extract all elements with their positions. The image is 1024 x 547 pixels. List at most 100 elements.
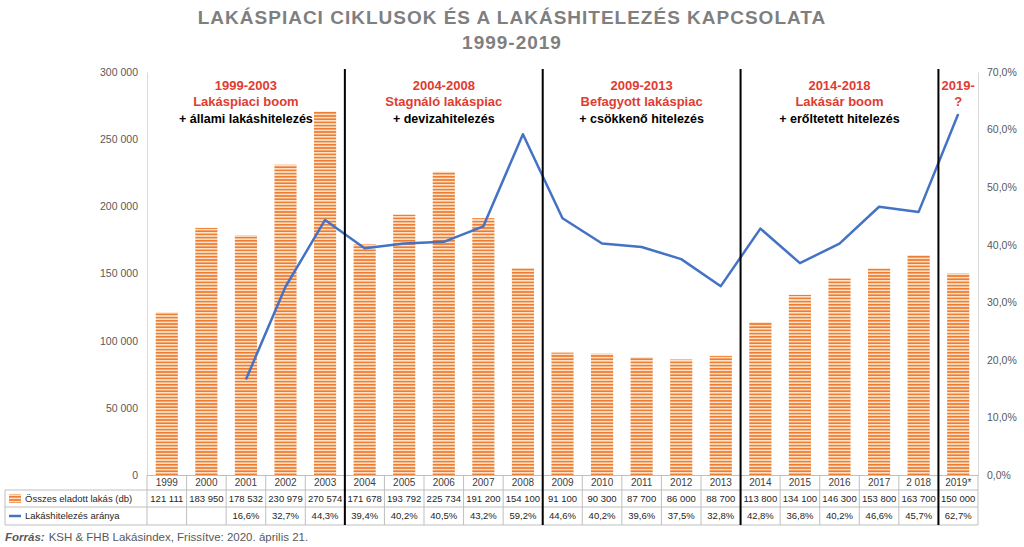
tick-label: 250 000 <box>100 133 138 145</box>
data-label: 40,2% <box>391 510 418 521</box>
bar <box>195 228 217 475</box>
data-table <box>5 475 978 525</box>
tick: 100 000 <box>100 335 147 347</box>
bar <box>710 356 732 475</box>
period-separator <box>740 69 742 525</box>
table-rule <box>701 475 702 525</box>
table-rule <box>5 490 6 525</box>
tick-label: 2009 <box>551 477 574 488</box>
period-note: + erőltetett hitelezés <box>779 112 900 126</box>
bar <box>631 357 653 475</box>
table-rule <box>661 475 662 525</box>
bar <box>868 268 890 475</box>
source-text: KSH & FHB Lakásindex, Frissítve: 2020. á… <box>49 531 309 543</box>
line <box>246 114 958 379</box>
data-label: 59,2% <box>509 510 536 521</box>
source-label: Forrás: <box>5 531 45 543</box>
data-label: 16,6% <box>232 510 259 521</box>
data-label: 121 111 <box>150 493 183 504</box>
tick-label: 2013 <box>710 477 733 488</box>
data-labels: 121 111183 950178 532230 979270 574171 6… <box>150 493 975 522</box>
tick: 200 000 <box>100 200 147 212</box>
tick-label: 2006 <box>433 477 456 488</box>
tick-label: 2010 <box>591 477 614 488</box>
legend-label: Lakáshitelezés aránya <box>25 510 120 521</box>
table-rule <box>463 475 464 525</box>
tick-label: 2002 <box>274 477 297 488</box>
tick-label: 70,0% <box>987 66 1017 78</box>
tick-label: 100 000 <box>100 335 138 347</box>
tick: 0 <box>132 469 147 481</box>
data-label: 37,5% <box>668 510 695 521</box>
tick: 2017 <box>868 475 891 488</box>
bar <box>789 295 811 475</box>
table-rule <box>582 475 583 525</box>
tick: 2002 <box>274 475 297 488</box>
data-label: 146 300 <box>822 493 856 504</box>
chart: LAKÁSPIACI CIKLUSOK ÉS A LAKÁSHITELEZÉS … <box>0 0 1024 547</box>
tick: 40,0% <box>978 239 1017 251</box>
period-note: + devizahitelezés <box>393 112 495 126</box>
tick: 1999 <box>156 475 179 488</box>
period-separator <box>937 69 939 525</box>
bar <box>551 353 573 475</box>
table-rule <box>384 475 385 525</box>
data-label: 32,7% <box>272 510 299 521</box>
tick: 2019* <box>945 475 971 488</box>
period-separator <box>542 69 544 525</box>
tick: 2011 <box>631 475 653 488</box>
tick-label: 1999 <box>156 477 179 488</box>
subtitle: 1999-2019 <box>462 32 562 53</box>
period-years: 2014-2018 <box>808 78 870 93</box>
tick-label: 60,0% <box>987 123 1017 135</box>
tick-label: 2 018 <box>906 477 931 488</box>
period-note: + állami lakáshitelezés <box>179 112 313 126</box>
period-years: 2019- <box>942 78 975 93</box>
period-title: Lakáspiaci boom <box>193 94 298 109</box>
data-label: 44,3% <box>312 510 339 521</box>
data-label: 86 000 <box>667 493 696 504</box>
data-label: 150 000 <box>941 493 975 504</box>
data-label: 270 574 <box>308 493 342 504</box>
data-label: 154 100 <box>506 493 540 504</box>
bar <box>354 244 376 475</box>
data-label: 178 532 <box>229 493 263 504</box>
data-label: 193 792 <box>387 493 421 504</box>
tick: 2010 <box>591 475 614 488</box>
data-label: 46,6% <box>866 510 893 521</box>
legend-label: Összes eladott lakás (db) <box>25 493 132 504</box>
tick-label: 2012 <box>670 477 693 488</box>
tick: 2015 <box>789 475 812 488</box>
table-rule <box>305 475 306 525</box>
table-rule <box>265 475 266 525</box>
table-rule <box>859 475 860 525</box>
tick: 2000 <box>195 475 218 488</box>
bar <box>433 172 455 475</box>
table-rule <box>147 475 148 525</box>
tick-label: 2017 <box>868 477 891 488</box>
tick-label: 10,0% <box>987 411 1017 423</box>
period-years: 1999-2003 <box>215 78 277 93</box>
table-rule <box>5 507 978 508</box>
tick-label: 0,0% <box>987 469 1011 481</box>
table-rule <box>5 490 978 491</box>
bar <box>472 218 494 475</box>
tick-label: 2019* <box>945 477 971 488</box>
bar <box>314 112 336 475</box>
bars <box>156 112 970 475</box>
data-label: 163 700 <box>901 493 935 504</box>
tick: 50,0% <box>978 181 1017 193</box>
tick-label: 2004 <box>354 477 377 488</box>
tick: 2 018 <box>906 475 931 488</box>
period-title: Lakásár boom <box>795 94 883 109</box>
period-years: 2009-2013 <box>611 78 673 93</box>
tick-label: 300 000 <box>100 66 138 78</box>
bar <box>235 235 257 475</box>
tick: 2014 <box>749 475 772 488</box>
data-label: 87 700 <box>627 493 656 504</box>
table-rule <box>898 475 899 525</box>
data-label: 40,2% <box>826 510 853 521</box>
plot-area <box>156 112 970 475</box>
bar <box>828 278 850 475</box>
table-rule <box>186 475 187 525</box>
